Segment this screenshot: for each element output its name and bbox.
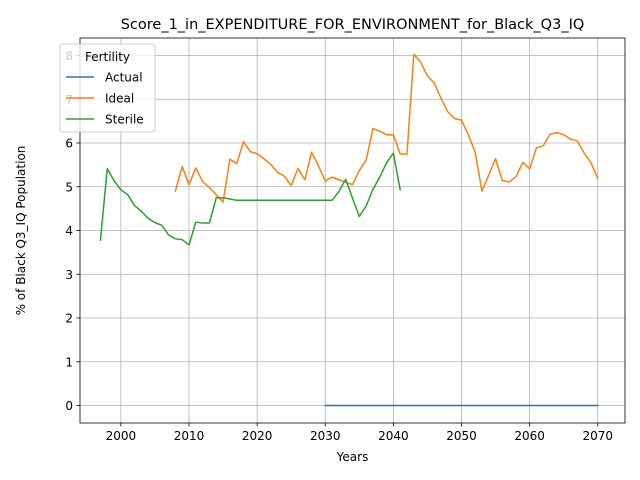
- grid: [80, 38, 625, 423]
- series-line-ideal: [174, 53, 599, 203]
- x-tick-label: 2000: [106, 429, 137, 443]
- legend: Fertility Actual Ideal Sterile: [59, 43, 156, 133]
- y-tick-label: 0: [65, 399, 73, 413]
- y-axis-label: % of Black Q3_IQ Population: [14, 146, 28, 316]
- legend-box: [59, 43, 156, 133]
- x-tick-label: 2010: [174, 429, 205, 443]
- x-tick-label: 2050: [446, 429, 477, 443]
- legend-label-actual: Actual: [105, 71, 143, 85]
- legend-title: Fertility: [85, 50, 130, 64]
- legend-label-sterile: Sterile: [105, 113, 144, 127]
- y-tick-label: 3: [65, 268, 73, 282]
- y-tick-label: 2: [65, 312, 73, 326]
- x-tick-label: 2070: [582, 429, 613, 443]
- legend-label-ideal: Ideal: [105, 92, 134, 106]
- x-tick-label: 2030: [310, 429, 341, 443]
- y-tick-label: 5: [65, 180, 73, 194]
- x-axis-ticks: 2000 2010 2020 2030 2040 2050 2060 2070: [106, 423, 613, 443]
- x-tick-label: 2060: [514, 429, 545, 443]
- legend-items: Actual Ideal Sterile: [66, 71, 144, 127]
- x-tick-label: 2020: [242, 429, 273, 443]
- x-axis-label: Years: [336, 450, 369, 464]
- chart-title: Score_1_in_EXPENDITURE_FOR_ENVIRONMENT_f…: [121, 17, 585, 33]
- y-tick-label: 1: [65, 355, 73, 369]
- x-tick-label: 2040: [378, 429, 409, 443]
- series-lines: [99, 53, 599, 407]
- y-tick-label: 6: [65, 137, 73, 151]
- series-line-sterile: [99, 152, 402, 246]
- y-tick-label: 4: [65, 224, 73, 238]
